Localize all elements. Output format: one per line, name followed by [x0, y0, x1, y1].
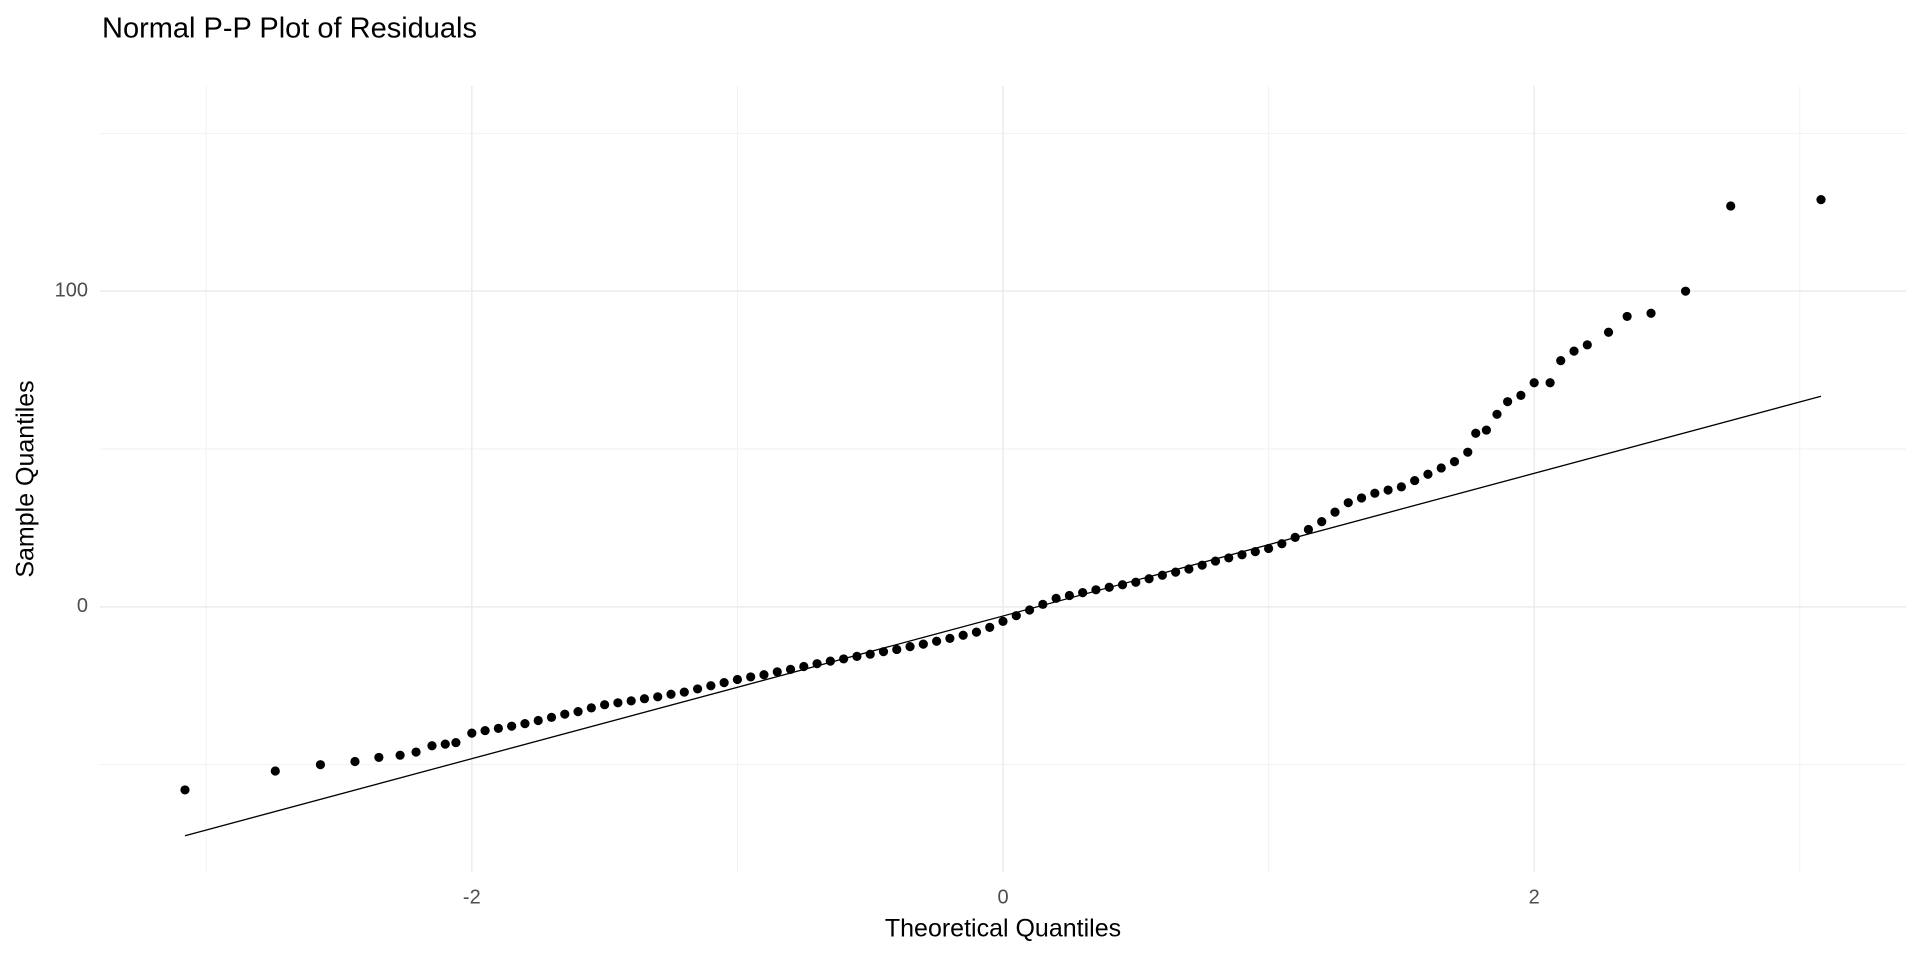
point	[613, 698, 623, 708]
point	[374, 752, 384, 763]
point	[1410, 475, 1420, 486]
point	[507, 721, 517, 731]
point	[905, 642, 915, 652]
point	[440, 739, 450, 749]
point	[746, 672, 756, 682]
point	[1582, 340, 1592, 350]
point	[533, 715, 543, 726]
point	[706, 681, 716, 691]
point	[679, 687, 689, 697]
point	[586, 703, 596, 713]
point	[546, 712, 557, 722]
point	[1646, 308, 1656, 318]
point	[395, 750, 405, 760]
point	[1726, 201, 1736, 211]
point	[1117, 580, 1128, 590]
x-tick-label: 2	[1529, 886, 1540, 908]
point	[1356, 493, 1367, 503]
point	[1330, 507, 1340, 517]
grid	[100, 86, 1906, 872]
point	[180, 785, 190, 795]
point	[785, 664, 796, 674]
point	[1503, 397, 1513, 407]
point	[1038, 599, 1048, 609]
point	[626, 696, 636, 706]
point	[411, 747, 421, 757]
point	[998, 616, 1008, 626]
x-tick-label: 0	[997, 886, 1008, 908]
point	[1680, 286, 1691, 296]
point	[1463, 447, 1473, 457]
x-axis-title: Theoretical Quantiles	[885, 915, 1121, 943]
point	[945, 633, 955, 644]
point	[1263, 543, 1274, 554]
point	[692, 684, 703, 694]
point	[1529, 378, 1539, 388]
point	[1569, 346, 1579, 356]
point	[653, 692, 663, 702]
point	[1816, 195, 1826, 205]
point	[1471, 428, 1481, 438]
point	[772, 667, 782, 677]
x-tick-label: -2	[463, 886, 481, 908]
reference-line	[184, 395, 1822, 837]
point	[1545, 378, 1555, 388]
point	[1492, 409, 1502, 419]
point	[1516, 390, 1526, 400]
point	[1622, 311, 1632, 322]
point	[985, 622, 995, 632]
point	[1303, 524, 1314, 535]
point	[971, 627, 982, 637]
point	[1423, 469, 1433, 479]
point	[639, 694, 650, 704]
point	[719, 678, 729, 688]
point	[1436, 463, 1446, 473]
point	[600, 700, 610, 710]
point	[480, 725, 490, 736]
point	[427, 741, 437, 751]
point	[932, 636, 942, 646]
y-axis-title: Sample Quantiles	[12, 380, 40, 577]
point	[270, 766, 280, 776]
y-tick-label: 0	[77, 595, 88, 617]
point	[1343, 498, 1353, 508]
point	[759, 670, 769, 680]
point	[1449, 457, 1460, 467]
point	[1481, 425, 1491, 435]
point	[958, 630, 968, 640]
point	[451, 737, 461, 748]
point	[560, 709, 570, 719]
point	[918, 639, 928, 649]
point	[350, 756, 360, 767]
chart-title: Normal P-P Plot of Residuals	[102, 13, 477, 45]
point	[1556, 356, 1566, 366]
point	[520, 719, 530, 729]
point	[732, 674, 743, 685]
point	[1396, 482, 1406, 492]
point	[1370, 488, 1380, 498]
point	[1383, 485, 1393, 495]
y-tick-label: 100	[55, 279, 88, 301]
point	[573, 707, 583, 717]
point	[1317, 517, 1327, 527]
point	[1603, 327, 1614, 337]
point	[892, 644, 902, 655]
point	[666, 689, 676, 699]
point	[493, 723, 503, 733]
point	[315, 760, 326, 770]
point	[467, 728, 477, 738]
